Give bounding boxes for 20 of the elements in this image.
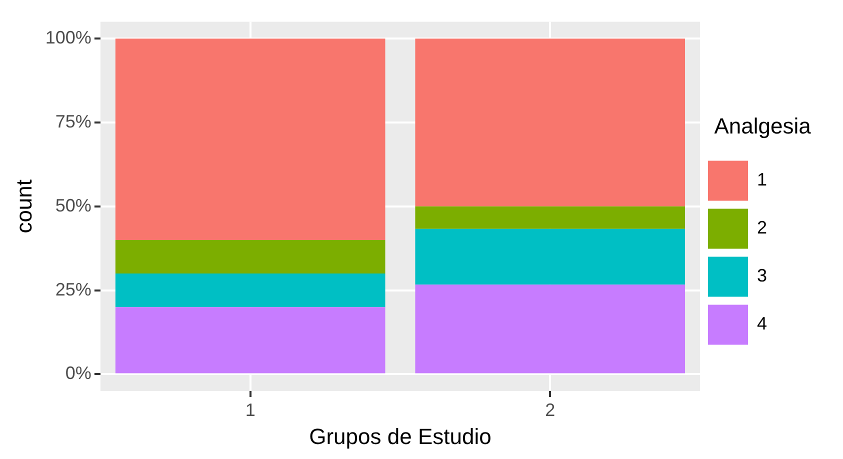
bar: [415, 228, 686, 285]
y-tick-label: 50%: [55, 195, 92, 216]
y-tick-label: 75%: [55, 111, 92, 132]
bar: [115, 38, 386, 240]
legend-label: 3: [757, 266, 768, 286]
bar: [115, 307, 386, 374]
y-tick-label: 100%: [45, 28, 92, 48]
bar: [415, 38, 686, 206]
bar: [415, 284, 686, 374]
y-tick-label: 25%: [55, 279, 92, 300]
legend-title: Analgesia: [714, 113, 812, 138]
bar: [115, 274, 386, 308]
legend-label: 1: [757, 170, 768, 190]
bar: [415, 206, 686, 229]
y-axis-title: count: [11, 179, 36, 234]
legend-label: 2: [757, 218, 768, 238]
x-axis-title: Grupos de Estudio: [309, 424, 492, 449]
bar: [115, 240, 386, 274]
y-tick-label: 0%: [65, 363, 92, 384]
legend-label: 4: [757, 314, 768, 334]
